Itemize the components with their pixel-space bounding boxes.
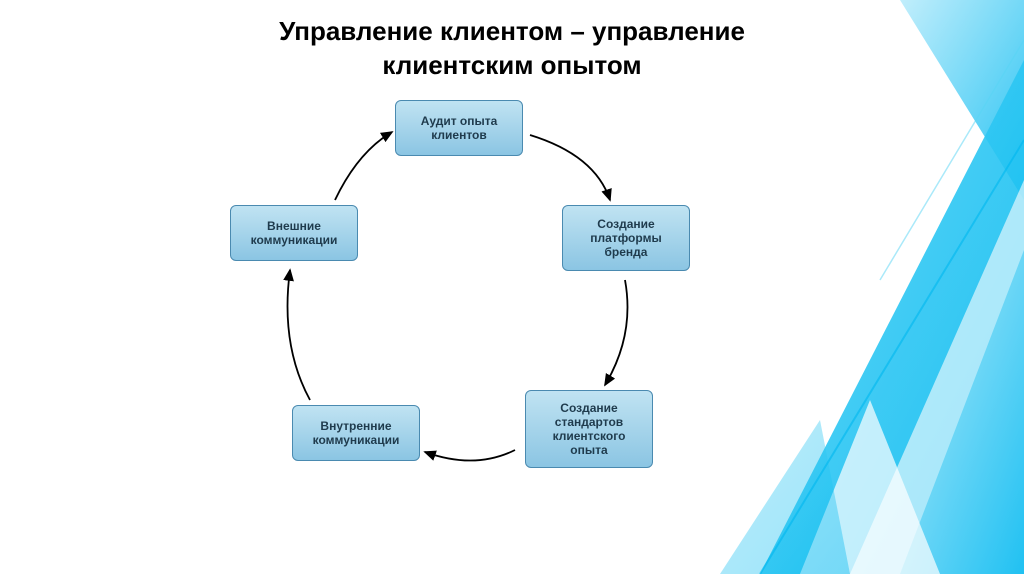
page-title: Управление клиентом – управление клиентс… [0,15,1024,83]
arrow-external-audit [335,132,392,200]
cycle-node-external: Внешниекоммуникации [230,205,358,261]
arrow-audit-platform [530,135,610,200]
cycle-node-standards: Созданиестандартовклиентскогоопыта [525,390,653,468]
arrow-internal-external [288,270,311,400]
arrow-platform-standards [605,280,628,385]
title-line-2: клиентским опытом [0,49,1024,83]
cycle-arrows [200,100,720,550]
cycle-node-platform: Созданиеплатформыбренда [562,205,690,271]
title-line-1: Управление клиентом – управление [0,15,1024,49]
cycle-node-audit: Аудит опытаклиентов [395,100,523,156]
cycle-diagram: Аудит опытаклиентов Созданиеплатформыбрен… [200,100,720,550]
cycle-node-internal: Внутренниекоммуникации [292,405,420,461]
arrow-standards-internal [425,450,515,461]
